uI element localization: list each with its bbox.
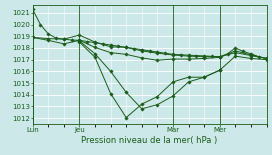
X-axis label: Pression niveau de la mer( hPa ): Pression niveau de la mer( hPa ) [82,136,218,145]
